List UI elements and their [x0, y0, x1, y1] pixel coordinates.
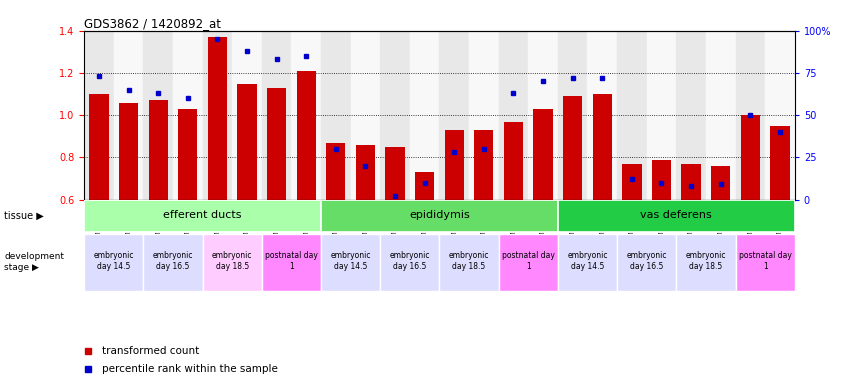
Bar [617, 31, 647, 200]
Bar [119, 103, 138, 200]
Bar [178, 109, 198, 200]
Bar [770, 126, 790, 200]
Text: development
stage ▶: development stage ▶ [4, 252, 64, 272]
Bar [558, 200, 795, 232]
Bar [262, 31, 291, 200]
Bar [439, 31, 469, 200]
Bar [380, 31, 410, 200]
Bar [676, 31, 706, 200]
Text: embryonic
day 16.5: embryonic day 16.5 [389, 251, 430, 271]
Bar [647, 31, 676, 200]
Bar [499, 233, 558, 291]
Bar [736, 233, 795, 291]
Bar [321, 200, 558, 232]
Bar [380, 233, 439, 291]
Bar [533, 109, 553, 200]
Bar [593, 94, 612, 200]
Bar [410, 31, 439, 200]
Text: vas deferens: vas deferens [641, 210, 712, 220]
Bar [499, 31, 528, 200]
Text: percentile rank within the sample: percentile rank within the sample [102, 364, 278, 374]
Text: embryonic
day 16.5: embryonic day 16.5 [627, 251, 667, 271]
Text: embryonic
day 14.5: embryonic day 14.5 [567, 251, 608, 271]
Text: embryonic
day 18.5: embryonic day 18.5 [212, 251, 252, 271]
Bar [765, 31, 795, 200]
Bar [588, 31, 617, 200]
Bar [297, 71, 316, 200]
Bar [652, 160, 671, 200]
Text: embryonic
day 16.5: embryonic day 16.5 [153, 251, 193, 271]
Bar [385, 147, 405, 200]
Bar [469, 31, 499, 200]
Bar [143, 233, 203, 291]
Bar [203, 233, 262, 291]
Bar [504, 121, 523, 200]
Text: postnatal day
1: postnatal day 1 [265, 251, 318, 271]
Bar [676, 233, 736, 291]
Bar [203, 31, 232, 200]
Bar [149, 100, 167, 200]
Bar [741, 115, 760, 200]
Bar [173, 31, 203, 200]
Bar [415, 172, 434, 200]
Bar [445, 130, 464, 200]
Bar [356, 145, 375, 200]
Bar [681, 164, 701, 200]
Text: postnatal day
1: postnatal day 1 [738, 251, 791, 271]
Bar [237, 84, 257, 200]
Bar [474, 130, 494, 200]
Text: embryonic
day 14.5: embryonic day 14.5 [331, 251, 371, 271]
Text: embryonic
day 18.5: embryonic day 18.5 [685, 251, 726, 271]
Text: epididymis: epididymis [409, 210, 470, 220]
Bar [84, 200, 321, 232]
Bar [208, 37, 227, 200]
Bar [563, 96, 582, 200]
Bar [528, 31, 558, 200]
Bar [291, 31, 321, 200]
Bar [143, 31, 173, 200]
Bar [622, 164, 642, 200]
Text: transformed count: transformed count [102, 346, 199, 356]
Bar [706, 31, 736, 200]
Text: GDS3862 / 1420892_at: GDS3862 / 1420892_at [84, 17, 221, 30]
Bar [439, 233, 499, 291]
Bar [617, 233, 676, 291]
Bar [736, 31, 765, 200]
Bar [351, 31, 380, 200]
Text: efferent ducts: efferent ducts [163, 210, 242, 220]
Bar [262, 233, 321, 291]
Bar [89, 94, 108, 200]
Bar [326, 142, 346, 200]
Bar [267, 88, 286, 200]
Bar [84, 233, 143, 291]
Text: embryonic
day 14.5: embryonic day 14.5 [93, 251, 134, 271]
Bar [558, 31, 588, 200]
Text: embryonic
day 18.5: embryonic day 18.5 [449, 251, 489, 271]
Bar [84, 31, 114, 200]
Bar [558, 233, 617, 291]
Bar [711, 166, 730, 200]
Bar [114, 31, 143, 200]
Bar [321, 31, 351, 200]
Bar [232, 31, 262, 200]
Bar [321, 233, 380, 291]
Text: postnatal day
1: postnatal day 1 [502, 251, 555, 271]
Text: tissue ▶: tissue ▶ [4, 211, 44, 221]
